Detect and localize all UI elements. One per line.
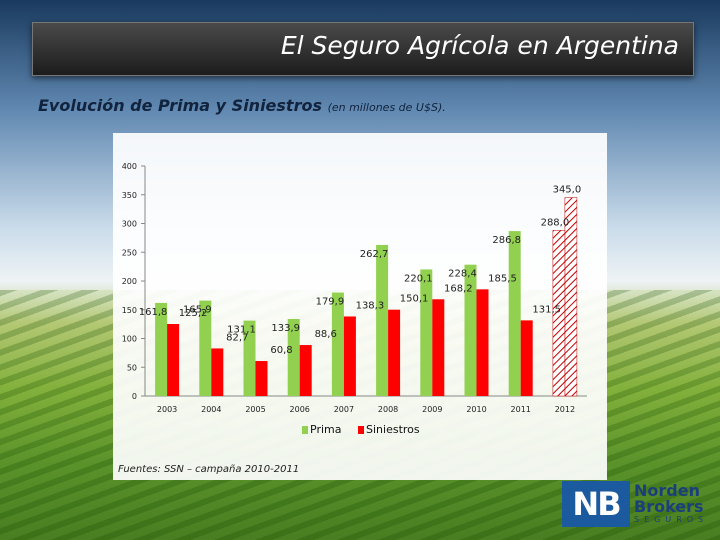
prima-bar-2010 — [464, 264, 477, 396]
siniestros-label-2007: 138,3 — [356, 300, 385, 311]
y-tick-label: 250 — [122, 248, 137, 257]
x-tick-label: 2009 — [422, 405, 442, 414]
siniestros-bar-2009 — [432, 299, 445, 396]
logo-line1: Norden — [634, 481, 700, 500]
logo-line2: Brokers — [634, 497, 704, 516]
siniestros-label-2004: 82,7 — [226, 332, 248, 343]
y-tick-label: 150 — [122, 306, 137, 315]
y-tick-label: 0 — [132, 392, 137, 401]
prima-label-2006: 133,9 — [271, 323, 300, 334]
y-tick-label: 50 — [127, 363, 137, 372]
prima-label-2008: 262,7 — [360, 249, 389, 260]
y-tick-label: 300 — [122, 220, 137, 229]
siniestros-bar-2008 — [388, 309, 401, 396]
chart-subtitle: Evolución de Prima y Siniestros (en mill… — [38, 96, 446, 115]
siniestros-label-2005: 60,8 — [270, 345, 292, 356]
y-tick-label: 100 — [122, 335, 137, 344]
prima-bar-2007 — [331, 292, 344, 396]
source-note: Fuentes: SSN – campaña 2010-2011 — [118, 464, 300, 475]
x-tick-label: 2007 — [334, 405, 354, 414]
estimate-label-2012-1: 345,0 — [553, 185, 582, 196]
siniestros-bar-2004 — [211, 348, 224, 396]
title-bar: El Seguro Agrícola en Argentina — [32, 22, 694, 76]
prima-label-2011: 286,8 — [492, 235, 521, 246]
prima-label-2004: 165,9 — [183, 305, 212, 316]
chart-panel: 0 50 100 150 200 250 300 350 400 2003 2004 2005 2006… — [113, 133, 607, 480]
slide-title: El Seguro Agrícola en Argentina — [280, 31, 679, 60]
siniestros-label-2009: 168,2 — [444, 283, 473, 294]
x-tick-label: 2005 — [245, 405, 265, 414]
prima-bar-2011 — [508, 231, 521, 396]
prima-bar-2008 — [376, 244, 389, 396]
x-tick-label: 2004 — [201, 405, 221, 414]
y-tick-label: 400 — [122, 162, 137, 171]
x-tick-label: 2008 — [378, 405, 398, 414]
nb-monogram-icon: NB — [562, 481, 630, 527]
y-tick-label: 350 — [122, 191, 137, 200]
subtitle-note: (en millones de U$S). — [327, 101, 446, 114]
legend-swatch-prima — [302, 426, 308, 434]
data-labels: 161,8 165,9 131,1 133,9 179,9 262,7 220,1 228,4… — [139, 185, 581, 356]
siniestros-bar-2006 — [299, 345, 312, 396]
estimate-label-2012-2: 288,0 — [541, 217, 570, 228]
siniestros-bar-2010 — [476, 289, 489, 396]
bar-chart: 0 50 100 150 200 250 300 350 400 2003 2004 2005 2006… — [122, 162, 587, 436]
siniestros-label-2008: 150,1 — [400, 294, 429, 305]
norden-brokers-logo: NB Norden Brokers SEGUROS — [562, 481, 712, 527]
prima-bar-2004 — [199, 300, 212, 396]
x-tick-label: 2010 — [466, 405, 486, 414]
estimate-bar-2012-2 — [552, 230, 566, 397]
axes: 0 50 100 150 200 250 300 350 400 2003 2004 2005 2006… — [122, 162, 587, 414]
prima-label-2007: 179,9 — [316, 297, 345, 308]
prima-label-2009: 220,1 — [404, 273, 433, 284]
siniestros-bar-2011 — [520, 320, 533, 396]
legend-swatch-siniestros — [358, 426, 364, 434]
prima-label-2003: 161,8 — [139, 307, 168, 318]
logo-line3: SEGUROS — [634, 515, 709, 524]
prima-bar-2003 — [155, 302, 168, 396]
prima-bar-2009 — [420, 269, 433, 396]
x-tick-label: 2003 — [157, 405, 177, 414]
prima-bar-2005 — [243, 320, 256, 396]
siniestros-bar-2005 — [255, 361, 268, 396]
x-tick-label: 2006 — [290, 405, 310, 414]
legend: Prima Siniestros — [302, 423, 420, 436]
x-tick-label: 2011 — [511, 405, 531, 414]
legend-label-prima: Prima — [310, 423, 341, 436]
siniestros-bar-2007 — [343, 316, 356, 396]
prima-label-2010: 228,4 — [448, 269, 477, 280]
x-tick-label: 2012 — [555, 405, 575, 414]
prima-bar-2006 — [287, 319, 300, 396]
siniestros-label-2011: 131,5 — [532, 304, 561, 315]
siniestros-label-2010: 185,5 — [488, 273, 517, 284]
siniestros-label-2003: 125,2 — [179, 308, 208, 319]
legend-label-siniestros: Siniestros — [366, 423, 420, 436]
bars — [155, 197, 578, 397]
siniestros-label-2006: 88,6 — [315, 329, 337, 340]
subtitle-main: Evolución de Prima y Siniestros — [38, 96, 322, 115]
y-tick-label: 200 — [122, 277, 137, 286]
prima-label-2005: 131,1 — [227, 325, 256, 336]
siniestros-bar-2003 — [167, 324, 180, 396]
